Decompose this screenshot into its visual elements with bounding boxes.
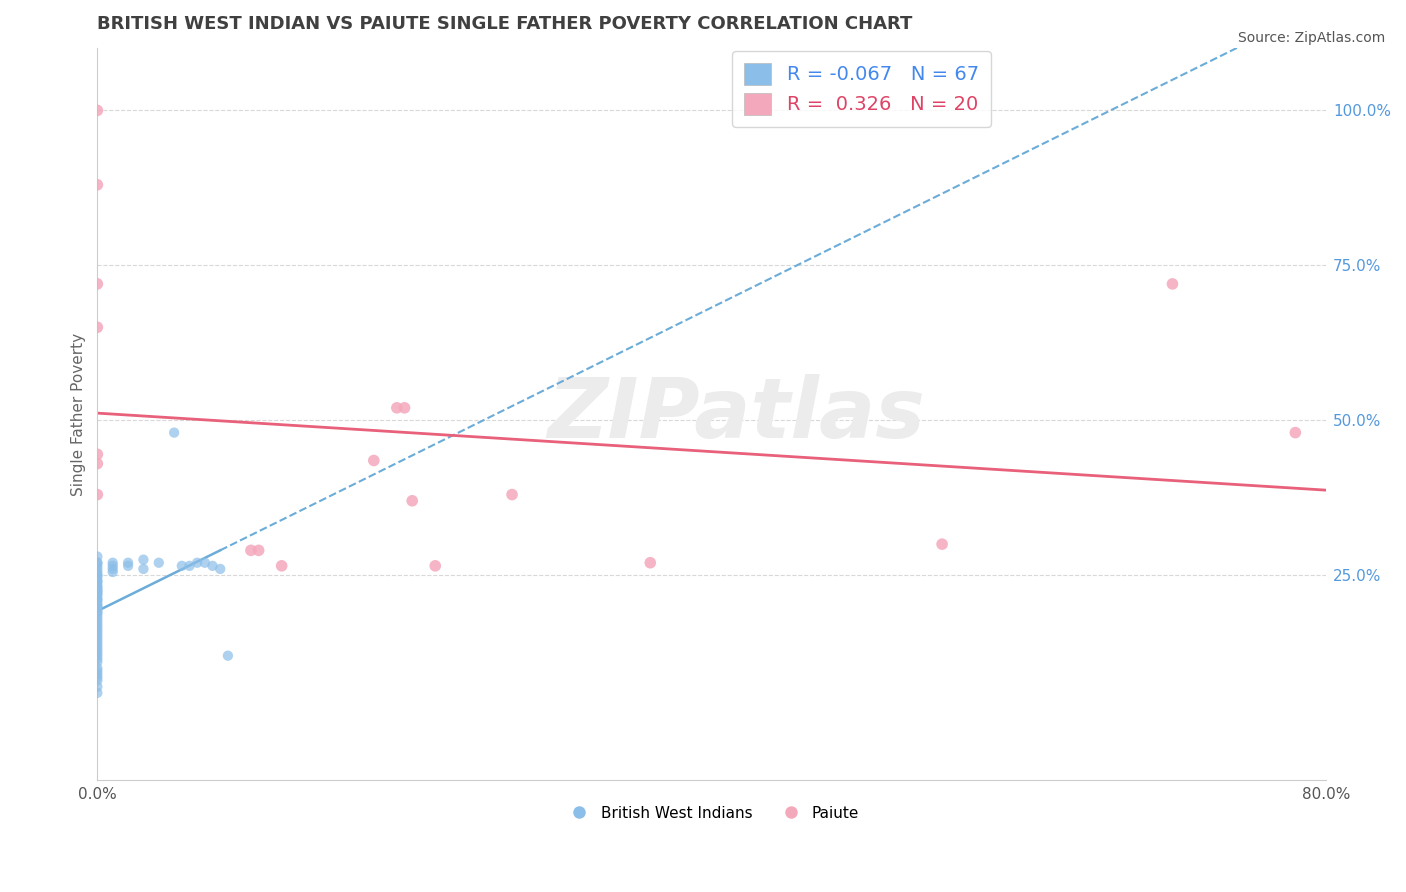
Point (86, 605, 108, 619)
Point (86, 574, 108, 589)
Point (101, 565, 124, 579)
Point (209, 562, 232, 576)
Point (86, 642, 108, 657)
Point (86, 605, 108, 619)
Point (86, 577, 108, 591)
Point (117, 556, 139, 570)
Point (86, 593, 108, 607)
Point (132, 562, 155, 576)
Text: Source: ZipAtlas.com: Source: ZipAtlas.com (1237, 31, 1385, 45)
Point (86, 633, 108, 648)
Point (86, 621, 108, 635)
Point (394, 401, 416, 415)
Point (425, 558, 447, 573)
Point (86, 596, 108, 610)
Point (86, 277, 108, 291)
Point (86, 670, 108, 684)
Point (86, 571, 108, 585)
Point (86, 599, 108, 613)
Point (148, 556, 170, 570)
Point (86, 562, 108, 576)
Point (86, 583, 108, 598)
Point (86, 599, 108, 613)
Point (201, 558, 224, 573)
Point (86, 487, 108, 501)
Point (501, 487, 523, 501)
Point (86, 627, 108, 641)
Point (86, 568, 108, 582)
Text: ZIPatlas: ZIPatlas (547, 374, 925, 455)
Point (101, 556, 124, 570)
Point (86, 457, 108, 471)
Point (86, 447, 108, 461)
Point (247, 543, 270, 558)
Point (86, 624, 108, 638)
Point (401, 493, 423, 508)
Point (86, 608, 108, 623)
Point (1284, 425, 1306, 440)
Point (86, 655, 108, 669)
Point (179, 558, 201, 573)
Point (86, 581, 108, 595)
Point (86, 581, 108, 595)
Point (132, 552, 155, 566)
Point (638, 556, 661, 570)
Point (86, 587, 108, 601)
Point (86, 568, 108, 582)
Point (86, 549, 108, 564)
Point (86, 556, 108, 570)
Point (86, 667, 108, 681)
Point (86, 680, 108, 694)
Point (86, 590, 108, 604)
Point (86, 593, 108, 607)
Legend: British West Indians, Paiute: British West Indians, Paiute (558, 799, 866, 827)
Point (86, 320, 108, 334)
Point (117, 558, 139, 573)
Point (86, 587, 108, 601)
Point (363, 453, 385, 467)
Point (86, 648, 108, 663)
Point (86, 646, 108, 660)
Point (86, 652, 108, 666)
Point (86, 640, 108, 654)
Point (86, 602, 108, 616)
Point (385, 401, 408, 415)
Y-axis label: Single Father Poverty: Single Father Poverty (72, 333, 86, 496)
Point (86, 583, 108, 598)
Point (86, 574, 108, 589)
Point (1161, 277, 1184, 291)
Point (194, 556, 217, 570)
Point (86, 103, 108, 118)
Point (239, 543, 262, 558)
Point (186, 556, 208, 570)
Point (217, 648, 239, 663)
Point (86, 617, 108, 632)
Point (101, 562, 124, 576)
Point (86, 673, 108, 688)
Point (931, 537, 953, 551)
Point (270, 558, 292, 573)
Point (86, 661, 108, 675)
Point (86, 615, 108, 629)
Point (86, 636, 108, 650)
Point (86, 686, 108, 700)
Point (86, 565, 108, 579)
Text: BRITISH WEST INDIAN VS PAIUTE SINGLE FATHER POVERTY CORRELATION CHART: BRITISH WEST INDIAN VS PAIUTE SINGLE FAT… (97, 15, 912, 33)
Point (101, 558, 124, 573)
Point (86, 556, 108, 570)
Point (86, 611, 108, 625)
Point (86, 630, 108, 644)
Point (86, 558, 108, 573)
Point (86, 664, 108, 678)
Point (163, 425, 186, 440)
Point (86, 178, 108, 192)
Point (170, 558, 193, 573)
